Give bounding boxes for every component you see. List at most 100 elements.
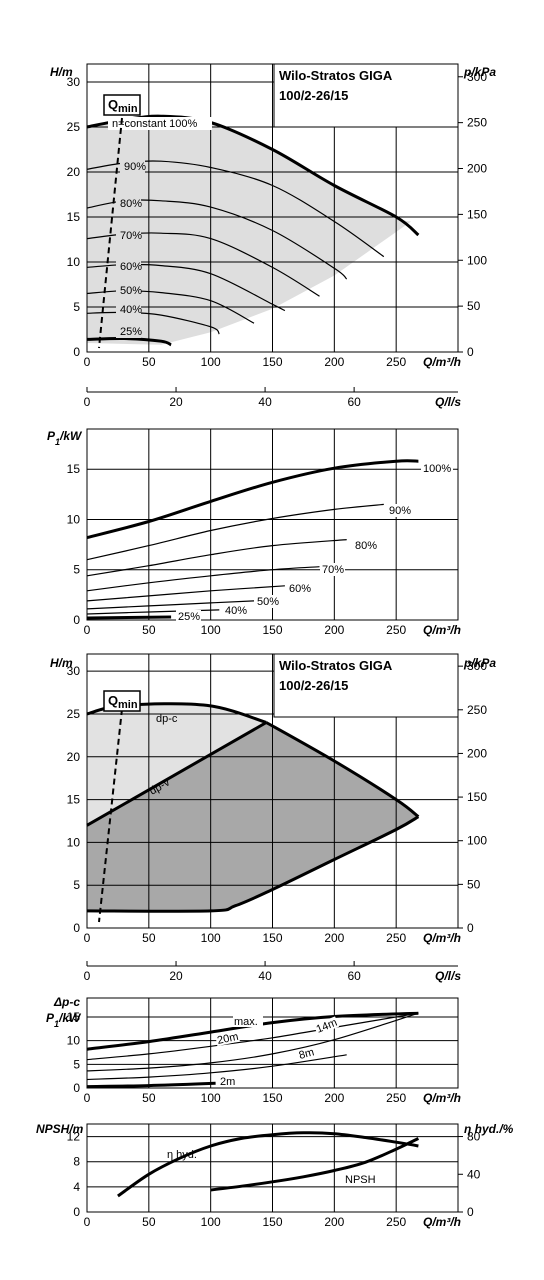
y-tick-label: 5 [73,563,80,577]
npsh-curve [210,1137,420,1192]
label-bg [116,229,141,242]
y-tick-label: 15 [67,793,81,807]
y-tick-label: 4 [73,1180,80,1194]
x-tick-label: 100 [201,1215,221,1229]
y-tick-label: 20 [67,750,81,764]
y-tick-label: 10 [67,1034,81,1048]
chart-subtitle: 100/2-26/15 [279,88,348,103]
y-axis-label-top: Δp-c [53,995,80,1009]
label-bg [215,1030,240,1047]
y-tick-label: 30 [67,664,81,678]
label-bg [116,284,141,297]
x-tick-label: 50 [142,931,156,945]
right-tick-label: 100 [467,834,487,848]
right-tick-label: 40 [467,1167,481,1181]
y-tick-label: 5 [73,878,80,892]
label-bg [116,197,141,210]
label-bg [313,1016,340,1036]
curve-label: 60% [120,261,142,273]
operating-range-area [87,116,411,345]
y-axis-label-unit: /kW [59,429,83,443]
y-tick-label: 0 [73,613,80,627]
qmin-line [98,708,123,923]
x-tick-label: 150 [262,1215,282,1229]
curve-label: 25% [178,611,200,623]
label-bg [108,117,212,130]
y-axis-label: NPSH/m [36,1122,84,1136]
x-tick-label: 150 [262,1091,282,1105]
label-bg [120,160,145,173]
x-tick-label: 100 [201,1091,221,1105]
right-tick-label: 200 [467,162,487,176]
y-axis-label-sub: 1 [54,1019,59,1029]
curve-label: 90% [124,161,146,173]
x-tick-label: 50 [142,1215,156,1229]
curve-label: 100% [423,463,451,475]
power-curve [86,503,384,561]
curve-label: 60% [289,583,311,595]
label-bg [296,1046,316,1062]
curve-label: 70% [322,564,344,576]
y-tick-label: 20 [67,165,81,179]
label-bg [353,539,378,552]
speed-curve [86,290,255,324]
x-tick-label: 250 [386,1091,406,1105]
y-tick-label: 12 [67,1130,81,1144]
chart-title: Wilo-Stratos GIGA [279,68,393,83]
power-curve [86,539,347,577]
dp-v-curve [86,721,268,827]
x-tick-label: 50 [142,623,156,637]
y-tick-label: 25 [67,120,81,134]
curve-label: 80% [120,198,142,210]
y-tick-label: 8 [73,1155,80,1169]
y-axis-label-sub: 1 [55,437,60,447]
x-axis-label: Q/m³/h [423,355,461,369]
label-bg [320,563,345,576]
right-axis-label: p/kPa [463,65,496,79]
p2-chart-frame [86,997,459,1089]
chart-subtitle: 100/2-26/15 [279,678,348,693]
x-tick-label: 50 [142,355,156,369]
npsh-label: NPSH [345,1174,376,1186]
curve-label: 80% [355,540,377,552]
y-axis-label-unit: /kW [58,1011,82,1025]
title-box [273,63,459,128]
label-bg [255,595,280,608]
right-tick-label: 50 [467,877,481,891]
x-tick-label: 250 [386,1215,406,1229]
y-tick-label: 30 [67,75,81,89]
y-tick-label: 10 [67,255,81,269]
ls-tick-label: 20 [169,969,183,983]
qmin-sub: min [118,103,138,115]
label-bg [387,504,412,517]
curve-label: 25% [120,326,142,338]
ls-axis-label: Q/l/s [435,395,461,409]
y-axis-label: P1/kW [46,1011,82,1029]
x-tick-label: 150 [262,623,282,637]
qmin-sub: min [118,699,138,711]
x-tick-label: 100 [201,623,221,637]
label-bg [233,1016,263,1027]
ls-tick-label: 0 [84,395,91,409]
curve-label: 20m [216,1031,239,1047]
x-tick-label: 0 [84,355,91,369]
power-curve [86,566,320,592]
x-tick-label: 50 [142,1091,156,1105]
right-tick-label: 300 [467,659,487,673]
x-tick-label: 200 [324,931,344,945]
y-tick-label: 0 [73,1081,80,1095]
ls-axis-label: Q/l/s [435,969,461,983]
y-tick-label: 10 [67,512,81,526]
y-tick-label: 0 [73,345,80,359]
curve-label: 50% [120,285,142,297]
qmin-label: Q [108,97,118,112]
right-tick-label: 250 [467,116,487,130]
min-curve [86,815,420,913]
x-tick-label: 200 [324,1215,344,1229]
right-tick-label: 0 [467,921,474,935]
dp-c-power-curve [86,1012,419,1072]
power-curve [86,600,255,610]
x-tick-label: 0 [84,931,91,945]
right-tick-label: 80 [467,1130,481,1144]
